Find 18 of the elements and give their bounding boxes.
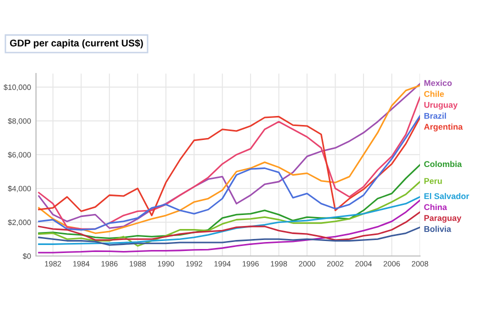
line-series [38, 226, 420, 246]
line-series [38, 164, 420, 240]
series-label: Bolivia [424, 226, 452, 232]
series-label: China [424, 204, 448, 210]
line-series [38, 196, 420, 245]
line-series [38, 211, 420, 241]
series-label: El Salvador [424, 193, 470, 200]
series-label: Brazil [424, 112, 446, 119]
series-label: Paraguay [424, 215, 462, 223]
series-label: Chile [424, 90, 444, 97]
series-label: Mexico [424, 80, 452, 86]
line-series [38, 180, 420, 247]
chart-title: GDP per capita (current US$) [10, 39, 143, 48]
series-label: Argentina [424, 124, 463, 132]
line-series [38, 200, 420, 254]
series-label: Peru [424, 178, 442, 184]
series-label: Uruguay [424, 102, 458, 110]
series-label: Colombia [424, 160, 462, 168]
